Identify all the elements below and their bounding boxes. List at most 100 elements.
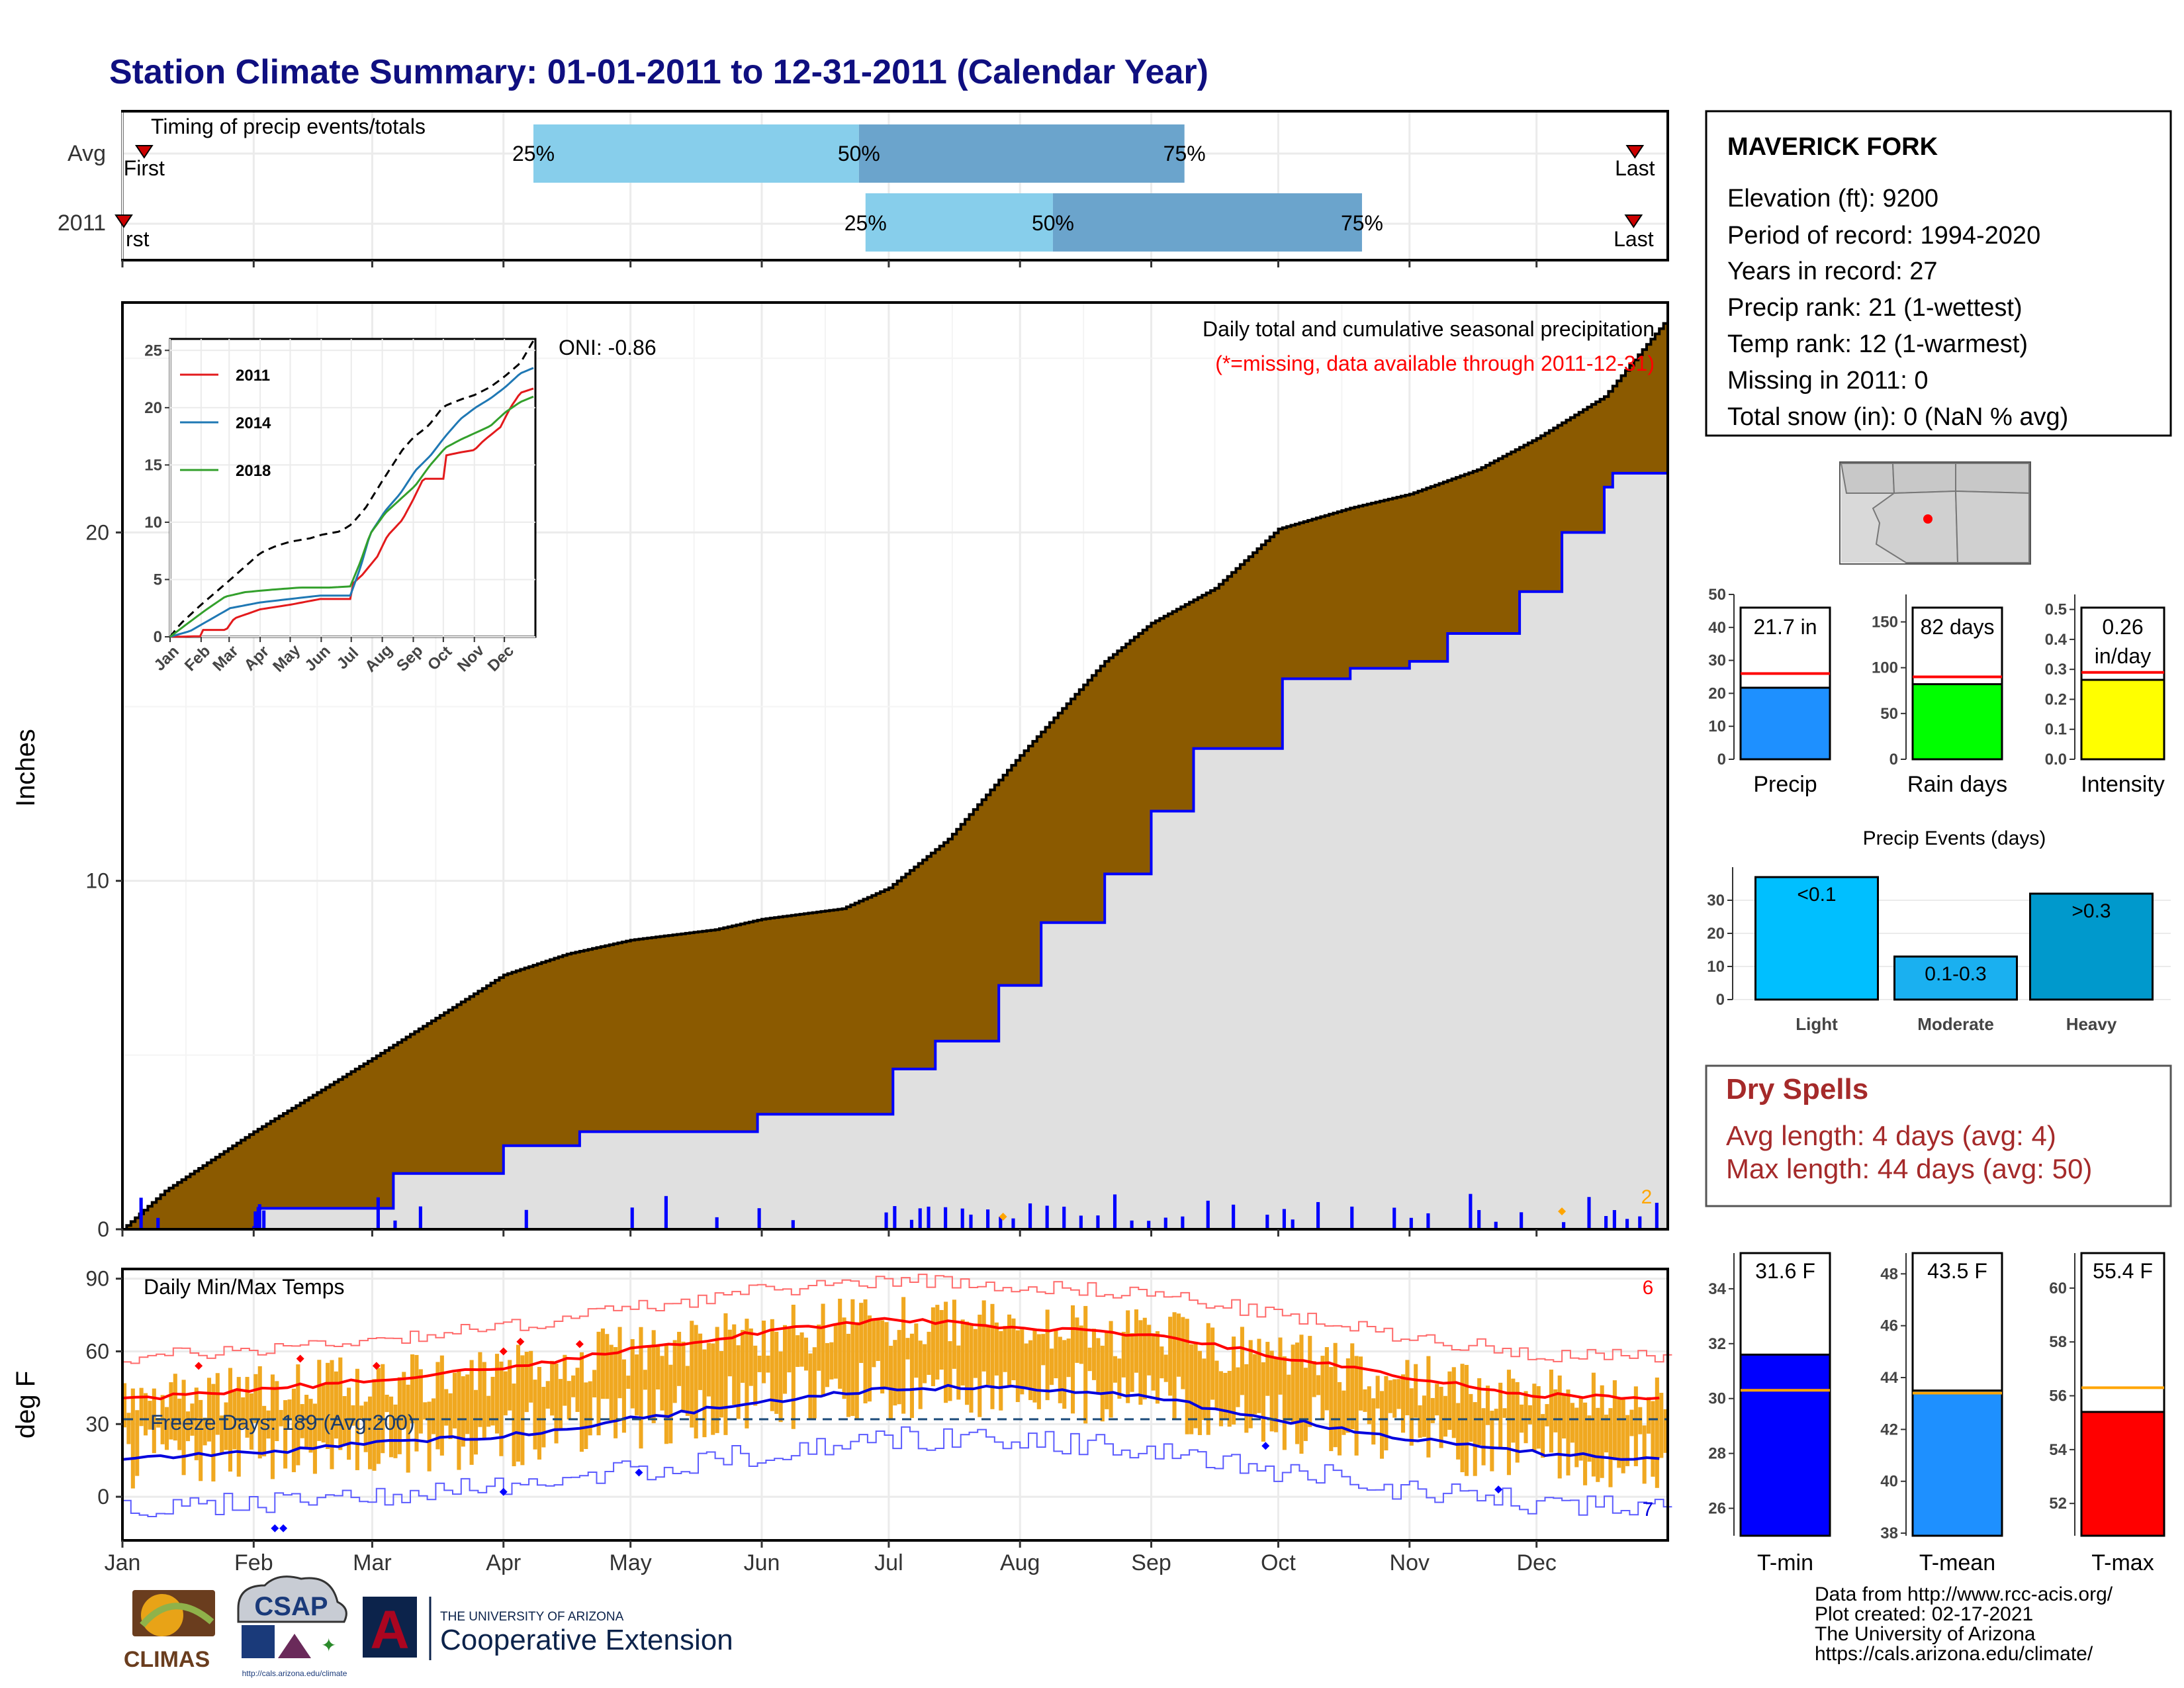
daily-temp-bar — [850, 1299, 855, 1417]
daily-temp-bar — [803, 1337, 809, 1371]
credits: Data from http://www.rcc-acis.org/ Plot … — [1815, 1583, 2113, 1665]
tsummary-ytick-label: 56 — [2049, 1387, 2067, 1405]
station-precip-rank: Precip rank: 21 (1-wettest) — [1727, 294, 2023, 322]
yr-cumulative-line — [122, 471, 1668, 1231]
daily-temp-bar — [969, 1324, 974, 1413]
daily-temp-bar — [1642, 1425, 1647, 1484]
daily-temp-bar — [1511, 1378, 1516, 1443]
tsummary-value: 55.4 F — [2093, 1259, 2153, 1283]
daily-temp-bar — [1045, 1309, 1050, 1401]
daily-precip-bar — [1426, 1213, 1430, 1228]
daily-temp-bar — [249, 1393, 253, 1450]
daily-temp-bar — [448, 1393, 453, 1439]
daily-precip-bar — [1409, 1217, 1413, 1228]
daily-temp-bar — [1232, 1336, 1236, 1425]
daily-precip-bar — [1316, 1201, 1320, 1228]
inset-avg-line — [169, 338, 535, 637]
record-high-marker — [372, 1362, 381, 1370]
daily-precip-bar — [960, 1208, 964, 1228]
daily-temp-bar — [418, 1369, 423, 1434]
daily-temp-bar — [1261, 1362, 1265, 1442]
daily-temp-bar — [914, 1323, 919, 1378]
daily-temp-bar — [508, 1360, 512, 1411]
daily-temp-bar — [1651, 1401, 1655, 1477]
daily-temp-bar — [1663, 1409, 1668, 1453]
daily-precip-bar — [1011, 1218, 1015, 1228]
quartile-label: 75% — [1341, 211, 1383, 235]
daily-temp-bar — [1414, 1364, 1418, 1418]
daily-precip-bar — [1028, 1203, 1032, 1228]
avg-q2-q3-bar — [858, 124, 1185, 183]
daily-precip-bar — [927, 1206, 931, 1228]
precip-areas — [122, 322, 1668, 1231]
daily-temp-bar — [825, 1342, 830, 1387]
daily-temp-bar — [1075, 1317, 1079, 1363]
daily-temp-bar — [177, 1398, 182, 1450]
daily-precip-bar — [1494, 1221, 1498, 1228]
daily-temp-bar — [199, 1399, 203, 1481]
daily-temp-bar — [791, 1304, 796, 1429]
daily-temp-bar — [698, 1333, 703, 1390]
yr-first-marker — [114, 214, 133, 228]
daily-temp-bar — [1100, 1345, 1105, 1422]
timing-row-avg: Avg — [68, 141, 106, 166]
daily-temp-bar — [905, 1338, 910, 1360]
daily-temp-bar — [232, 1390, 237, 1450]
event-bar-label: <0.1 — [1797, 884, 1836, 906]
daily-temp-bar — [321, 1384, 326, 1443]
hot-count: 6 — [1643, 1277, 1654, 1299]
daily-temp-bar — [512, 1383, 516, 1466]
daily-precip-bar — [1655, 1202, 1659, 1228]
tsummary-ytick-label: 54 — [2049, 1441, 2067, 1459]
summary-ytick-label: 0.1 — [2045, 721, 2067, 739]
daily-temp-bar — [1481, 1408, 1486, 1466]
daily-temp-bar — [796, 1335, 800, 1367]
daily-precip-bar — [1282, 1209, 1286, 1228]
tsummary-ytick-label: 30 — [1708, 1390, 1726, 1408]
daily-precip-bar — [139, 1197, 143, 1228]
summary-value: 0.26 — [2102, 615, 2143, 639]
daily-temp-bar — [262, 1405, 267, 1457]
daily-temp-bar — [626, 1376, 631, 1389]
credit-url: https://cals.arizona.edu/climate/ — [1815, 1643, 2093, 1665]
daily-temp-bar — [944, 1301, 948, 1403]
daily-temp-bar — [986, 1327, 991, 1385]
daily-temp-bar — [461, 1376, 465, 1447]
daily-temp-bar — [317, 1360, 322, 1441]
dry-avg-length: Avg length: 4 days (avg: 4) — [1726, 1120, 2056, 1151]
quartile-label: 25% — [512, 142, 555, 165]
daily-precip-bar — [1392, 1207, 1396, 1228]
daily-temp-bar — [690, 1321, 694, 1428]
daily-temp-bar — [643, 1370, 647, 1390]
quartile-label: 25% — [844, 211, 887, 235]
yr-q2-q3-bar — [1052, 193, 1362, 252]
map-colorado — [1955, 463, 2030, 494]
tsummary-ytick-label: 52 — [2049, 1495, 2067, 1513]
summary-ytick-label: 0.4 — [2045, 631, 2068, 649]
daily-temp-bar — [1574, 1407, 1579, 1468]
daily-temp-bar — [1506, 1370, 1511, 1476]
daily-temp-bar — [206, 1378, 212, 1442]
daily-temp-bar — [1418, 1405, 1422, 1438]
dry-spells-box: Dry Spells Avg length: 4 days (avg: 4) M… — [1705, 1064, 2172, 1207]
credit-university: The University of Arizona — [1815, 1623, 2036, 1645]
avg-last-label: Last — [1615, 156, 1655, 180]
daily-temp-bar — [1541, 1414, 1545, 1458]
temp-ytick-label: 0 — [97, 1485, 109, 1509]
daily-temp-bar — [600, 1328, 605, 1399]
daily-temp-bar — [909, 1333, 914, 1419]
ua-logo: A THE UNIVERSITY OF ARIZONA Cooperative … — [363, 1597, 733, 1660]
daily-temp-bar — [1087, 1347, 1092, 1372]
daily-temp-bar — [605, 1334, 610, 1399]
daily-temp-bar — [1160, 1346, 1164, 1379]
daily-temp-bar — [372, 1379, 377, 1471]
daily-temp-bar — [1189, 1344, 1194, 1434]
daily-temp-bar — [1036, 1334, 1041, 1409]
csap-cactus-icon: ✦ — [321, 1635, 336, 1656]
daily-temp-bar — [1392, 1379, 1397, 1418]
record-low-marker — [1261, 1442, 1270, 1450]
daily-temp-bar — [1596, 1407, 1600, 1482]
daily-temp-bar — [1549, 1370, 1553, 1453]
daily-temp-bar — [1240, 1327, 1244, 1395]
precip-summary-bars: 0 10 20 30 40 50 21.7 in Precip 0 50 100 150 82 days… — [1708, 586, 2165, 797]
